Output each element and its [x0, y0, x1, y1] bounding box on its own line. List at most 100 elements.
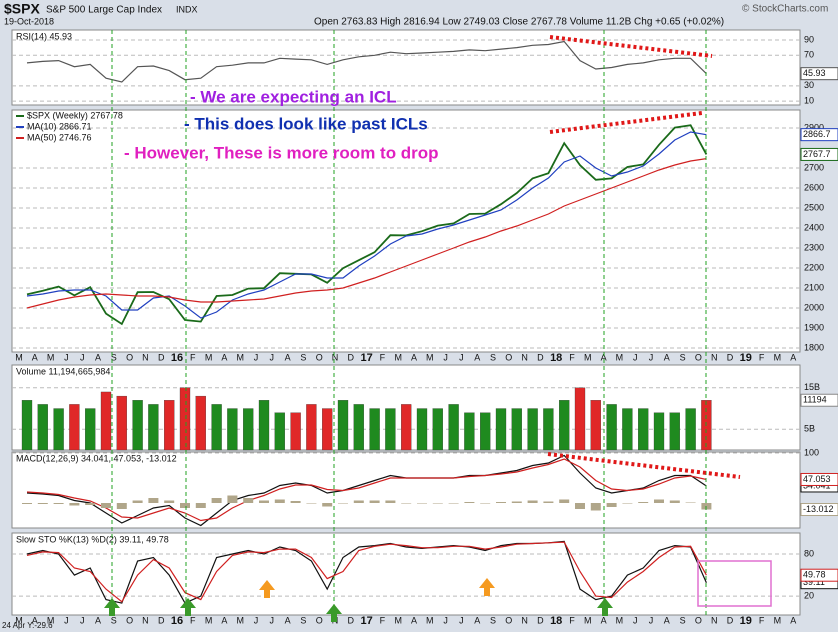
histogram-bar	[638, 502, 649, 503]
histogram-bar	[338, 503, 348, 504]
x-tick-label: A	[221, 352, 227, 362]
cursor-readout: 24 Apr Y:-29.6	[2, 621, 53, 630]
volume-bar	[669, 412, 680, 451]
volume-bar	[164, 400, 175, 451]
volume-bar	[448, 404, 459, 451]
arrow	[326, 604, 342, 622]
x-tick-label: S	[490, 352, 496, 362]
x-tick-label: A	[664, 615, 670, 625]
x-tick-label: J	[270, 615, 275, 625]
x-tick-label: M	[616, 352, 624, 362]
last-value-label: 2767.7	[803, 149, 831, 159]
volume-bar	[148, 404, 159, 451]
histogram-bar	[527, 500, 538, 503]
last-value-box	[800, 67, 838, 81]
x-tick-label: M	[47, 615, 55, 625]
volume-bar	[559, 400, 570, 451]
volume-bar	[179, 387, 191, 451]
trendline	[549, 111, 703, 134]
panel-title: RSI(14) 45.93	[16, 31, 72, 41]
series-line	[26, 131, 707, 319]
trendline	[547, 452, 741, 479]
histogram-bar	[464, 502, 475, 503]
x-tick-label: A	[601, 352, 607, 362]
x-tick-label: 19	[740, 352, 752, 364]
last-value-label: -13.012	[803, 504, 834, 514]
x-tick-label: J	[254, 352, 259, 362]
y-tick-label: 2200	[804, 262, 824, 272]
histogram-bar	[432, 503, 443, 504]
x-tick-label: F	[190, 615, 196, 625]
x-tick-label: N	[521, 615, 528, 625]
x-tick-label: A	[285, 615, 291, 625]
x-tick-label: M	[47, 352, 55, 362]
histogram-bar	[417, 503, 427, 504]
volume-bar	[543, 408, 554, 451]
x-tick-label: S	[300, 352, 306, 362]
x-tick-label: J	[633, 615, 638, 625]
x-tick-label: 19	[740, 615, 752, 627]
x-tick-label: A	[285, 352, 291, 362]
histogram-bar	[259, 500, 269, 503]
volume-bar	[432, 408, 443, 451]
volume-bar	[322, 408, 333, 451]
histogram-bar	[322, 503, 333, 507]
histogram-bar	[496, 502, 506, 503]
x-tick-label: F	[569, 352, 575, 362]
volume-bar	[211, 404, 222, 451]
date: 19-Oct-2018	[4, 16, 54, 26]
last-value-label: 2866.7	[803, 129, 831, 139]
x-tick-label: M	[15, 615, 23, 625]
histogram-bar	[195, 503, 206, 508]
x-tick-label: J	[64, 615, 69, 625]
y-tick-label: 2900	[804, 122, 824, 132]
index-name: S&P 500 Large Cap Index	[46, 5, 162, 16]
volume-bar	[638, 408, 649, 451]
y-tick-label: 2400	[804, 222, 824, 232]
x-tick-label: A	[411, 615, 417, 625]
annotation: - However, These is more room to drop	[124, 143, 439, 162]
histogram-bar	[227, 495, 238, 503]
x-tick-label: N	[142, 615, 149, 625]
histogram-bar	[69, 503, 80, 506]
x-tick-label: M	[584, 615, 592, 625]
x-tick-label: D	[537, 615, 544, 625]
arrow	[259, 580, 275, 598]
y-tick-label: 2700	[804, 162, 824, 172]
x-tick-label: D	[158, 352, 165, 362]
x-tick-label: M	[394, 615, 402, 625]
watermark: © StockCharts.com	[742, 4, 828, 15]
volume-bar	[464, 412, 475, 451]
volume-bar	[290, 412, 301, 451]
annotation: - This does look like past ICLs	[184, 114, 428, 133]
histogram-bar	[290, 501, 301, 503]
histogram-bar	[37, 503, 48, 504]
panel	[11, 109, 801, 353]
x-tick-label: O	[695, 352, 702, 362]
histogram-bar	[53, 503, 64, 504]
x-tick-label: F	[759, 352, 765, 362]
x-tick-label: O	[316, 352, 323, 362]
series-line	[26, 124, 708, 326]
last-value-label: 45.93	[803, 68, 826, 78]
y-tick-label: 2600	[804, 182, 824, 192]
x-tick-label: J	[64, 352, 69, 362]
x-tick-label: J	[649, 615, 654, 625]
y-tick-label: 20	[804, 590, 814, 600]
x-tick-label: O	[505, 352, 512, 362]
volume-bar	[369, 408, 380, 451]
histogram-bar	[211, 498, 222, 503]
y-tick-label: 15B	[804, 382, 820, 392]
histogram-bar	[22, 503, 32, 504]
y-tick-label: 10	[804, 96, 814, 106]
histogram-bar	[622, 503, 633, 504]
histogram-bar	[274, 499, 285, 503]
y-tick-label: 90	[804, 34, 814, 44]
volume-bar	[337, 400, 349, 451]
x-tick-label: N	[142, 352, 149, 362]
series-line	[26, 540, 707, 604]
y-tick-label: 70	[804, 50, 814, 60]
x-tick-label: 16	[171, 352, 183, 364]
volume-bar	[385, 408, 396, 451]
x-tick-label: A	[32, 615, 38, 625]
